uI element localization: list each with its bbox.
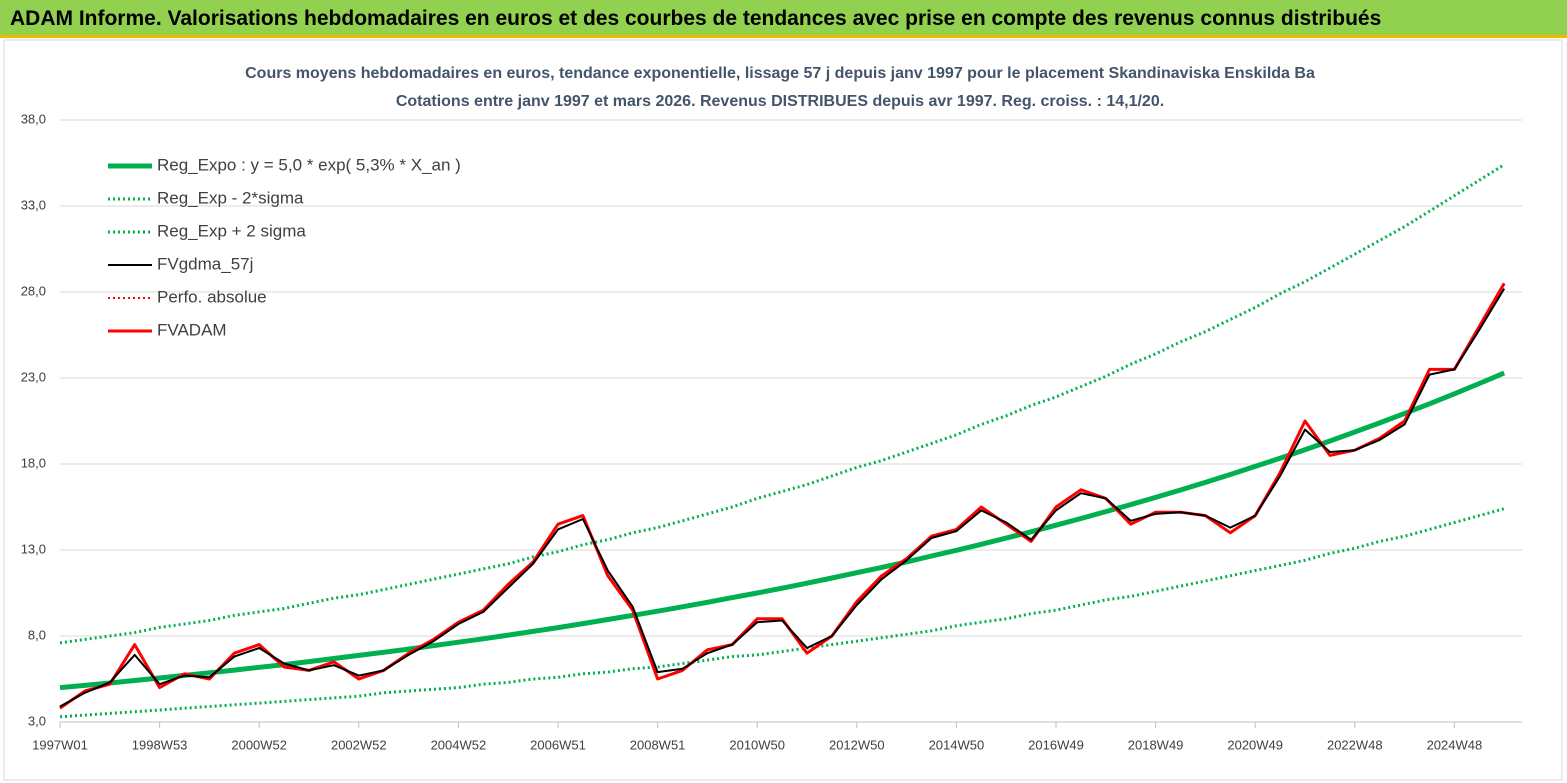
- x-tick-label: 1997W01: [32, 737, 88, 752]
- series-line: [59, 163, 1505, 645]
- y-tick-label: 8,0: [28, 627, 46, 642]
- legend-label: Perfo. absolue: [157, 287, 267, 306]
- series-line: [59, 288, 1506, 708]
- chart-frame: [3, 39, 1563, 781]
- y-tick-label: 33,0: [21, 197, 46, 212]
- y-tick-label: 13,0: [21, 541, 46, 556]
- x-tick-label: 2008W51: [630, 737, 686, 752]
- x-tick-label: 2014W50: [929, 737, 985, 752]
- legend-label: FVgdma_57j: [157, 254, 253, 273]
- legend-label: Reg_Expo : y = 5,0 * exp( 5,3% * X_an ): [157, 155, 461, 174]
- y-tick-label: 3,0: [28, 713, 46, 728]
- x-tick-label: 2010W50: [729, 737, 785, 752]
- y-tick-label: 28,0: [21, 283, 46, 298]
- y-tick-label: 38,0: [21, 111, 46, 126]
- x-tick-label: 2024W48: [1427, 737, 1483, 752]
- x-tick-label: 2006W51: [530, 737, 586, 752]
- y-tick-label: 18,0: [21, 455, 46, 470]
- y-tick-label: 23,0: [21, 369, 46, 384]
- chart: Cours moyens hebdomadaires en euros, ten…: [3, 39, 1563, 781]
- x-tick-label: 2000W52: [231, 737, 287, 752]
- x-tick-label: 2018W49: [1128, 737, 1184, 752]
- legend-label: FVADAM: [157, 320, 227, 339]
- series-line: [59, 507, 1505, 719]
- series-line: [59, 370, 1506, 691]
- x-tick-label: 2004W52: [431, 737, 487, 752]
- x-tick-label: 2002W52: [331, 737, 387, 752]
- page-title: ADAM Informe. Valorisations hebdomadaire…: [10, 7, 1382, 30]
- chart-title: Cours moyens hebdomadaires en euros, ten…: [245, 65, 1315, 82]
- chart-subtitle: Cotations entre janv 1997 et mars 2026. …: [396, 93, 1164, 110]
- legend-label: Reg_Exp - 2*sigma: [157, 188, 304, 207]
- title-bar: ADAM Informe. Valorisations hebdomadaire…: [0, 0, 1567, 38]
- x-tick-label: 1998W53: [132, 737, 188, 752]
- x-tick-label: 2020W49: [1227, 737, 1283, 752]
- x-tick-label: 2012W50: [829, 737, 885, 752]
- legend-label: Reg_Exp + 2 sigma: [157, 221, 306, 240]
- x-tick-label: 2022W48: [1327, 737, 1383, 752]
- x-tick-label: 2016W49: [1028, 737, 1084, 752]
